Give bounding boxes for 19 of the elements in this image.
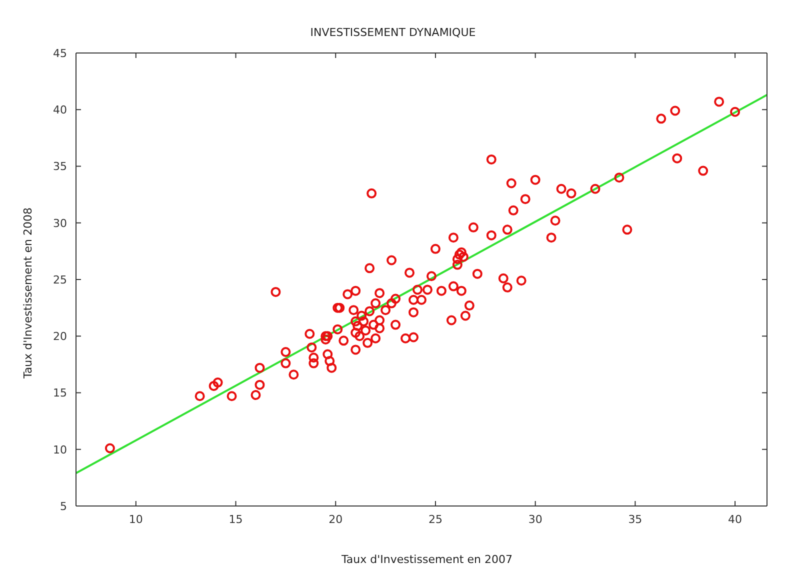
- x-tick-label: 20: [328, 512, 343, 526]
- y-tick-label: 20: [53, 330, 67, 344]
- y-tick-label: 30: [53, 216, 67, 230]
- x-tick-label: 35: [628, 512, 642, 526]
- y-tick-label: 25: [53, 273, 67, 286]
- y-tick-label: 5: [60, 500, 67, 513]
- x-axis-title: Taux d'Investissement en 2007: [340, 553, 514, 566]
- chart-title: INVESTISSEMENT DYNAMIQUE: [309, 26, 477, 39]
- x-tick-label: 30: [528, 512, 542, 526]
- x-tick-label: 40: [728, 512, 742, 526]
- x-tick-label: 15: [228, 512, 243, 526]
- y-tick-label: 15: [53, 386, 67, 400]
- y-tick-label: 45: [53, 46, 67, 60]
- x-tick-label: 25: [428, 512, 442, 526]
- y-tick-label: 35: [53, 160, 67, 174]
- y-axis-title: Taux d'Investissement en 2008: [22, 208, 34, 378]
- y-tick-label: 40: [53, 104, 67, 117]
- y-tick-label: 10: [53, 443, 67, 456]
- x-tick-label: 10: [128, 512, 143, 526]
